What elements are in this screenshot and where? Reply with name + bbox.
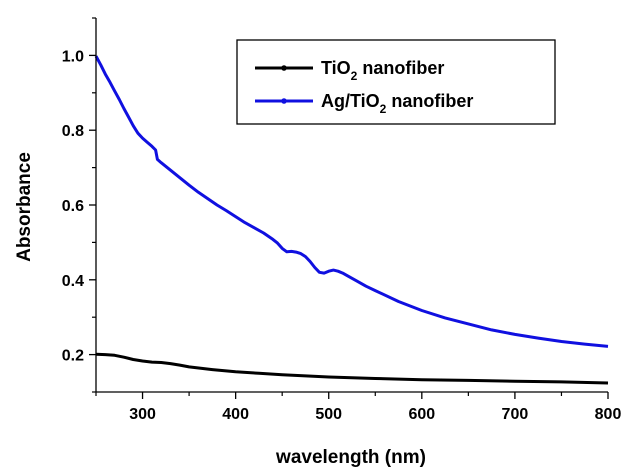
y-tick-label: 0.2 (62, 348, 84, 365)
x-tick-label: 600 (408, 406, 435, 423)
legend-marker-1 (281, 98, 287, 104)
legend-marker-0 (281, 65, 287, 71)
y-axis-title: Absorbance (14, 152, 35, 262)
x-tick-label: 500 (315, 406, 342, 423)
legend-box (236, 39, 556, 125)
y-tick-label: 0.8 (62, 123, 84, 140)
x-tick-label: 800 (595, 406, 622, 423)
y-tick-label: 0.4 (62, 273, 84, 290)
legend-label-1: Ag/TiO2 nanofiber (321, 91, 473, 116)
legend-label-0: TiO2 nanofiber (321, 58, 444, 83)
plot-area (94, 55, 609, 385)
x-tick-label: 700 (502, 406, 529, 423)
series-line-0 (95, 352, 609, 385)
x-tick-label: 300 (129, 406, 156, 423)
x-tick-label: 400 (222, 406, 249, 423)
y-tick-label: 1.0 (62, 48, 84, 65)
legend: TiO2 nanofiber Ag/TiO2 nanofiber (236, 39, 556, 125)
y-tick-label: 0.6 (62, 198, 84, 215)
series-line-1 (94, 55, 609, 348)
axes: 300 400 500 600 700 800 0.2 0.4 0.6 0.8 1.0 (62, 17, 622, 423)
x-axis-title: wavelength (nm) (275, 447, 426, 468)
